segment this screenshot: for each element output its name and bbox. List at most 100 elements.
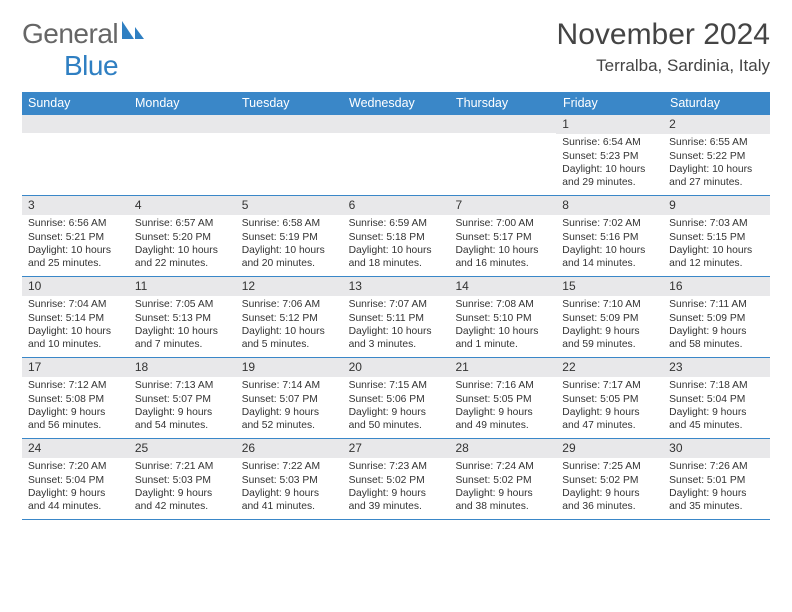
week-row: 17Sunrise: 7:12 AMSunset: 5:08 PMDayligh… bbox=[22, 357, 770, 438]
daylight-text-2: and 42 minutes. bbox=[135, 500, 230, 513]
daylight-text-2: and 47 minutes. bbox=[562, 419, 657, 432]
daylight-text-1: Daylight: 10 hours bbox=[135, 244, 230, 257]
day-cell: 19Sunrise: 7:14 AMSunset: 5:07 PMDayligh… bbox=[236, 358, 343, 438]
day-number: 6 bbox=[343, 196, 450, 215]
daylight-text-1: Daylight: 9 hours bbox=[669, 325, 764, 338]
sunrise-text: Sunrise: 7:20 AM bbox=[28, 460, 123, 473]
day-details: Sunrise: 7:26 AMSunset: 5:01 PMDaylight:… bbox=[663, 458, 770, 517]
day-cell bbox=[449, 115, 556, 195]
sunrise-text: Sunrise: 6:56 AM bbox=[28, 217, 123, 230]
day-number: 29 bbox=[556, 439, 663, 458]
sunset-text: Sunset: 5:07 PM bbox=[242, 393, 337, 406]
daylight-text-1: Daylight: 9 hours bbox=[455, 406, 550, 419]
daylight-text-2: and 29 minutes. bbox=[562, 176, 657, 189]
day-details: Sunrise: 7:18 AMSunset: 5:04 PMDaylight:… bbox=[663, 377, 770, 436]
daylight-text-1: Daylight: 10 hours bbox=[28, 325, 123, 338]
day-details: Sunrise: 6:54 AMSunset: 5:23 PMDaylight:… bbox=[556, 134, 663, 193]
day-cell bbox=[343, 115, 450, 195]
day-number: 19 bbox=[236, 358, 343, 377]
day-cell: 10Sunrise: 7:04 AMSunset: 5:14 PMDayligh… bbox=[22, 277, 129, 357]
sunrise-text: Sunrise: 6:55 AM bbox=[669, 136, 764, 149]
day-number: 7 bbox=[449, 196, 556, 215]
calendar: Sunday Monday Tuesday Wednesday Thursday… bbox=[22, 92, 770, 520]
daylight-text-1: Daylight: 10 hours bbox=[669, 244, 764, 257]
week-row: 24Sunrise: 7:20 AMSunset: 5:04 PMDayligh… bbox=[22, 438, 770, 520]
daylight-text-1: Daylight: 9 hours bbox=[242, 406, 337, 419]
day-number: 18 bbox=[129, 358, 236, 377]
day-details: Sunrise: 7:21 AMSunset: 5:03 PMDaylight:… bbox=[129, 458, 236, 517]
sunset-text: Sunset: 5:04 PM bbox=[669, 393, 764, 406]
day-cell: 23Sunrise: 7:18 AMSunset: 5:04 PMDayligh… bbox=[663, 358, 770, 438]
daylight-text-2: and 20 minutes. bbox=[242, 257, 337, 270]
daylight-text-2: and 36 minutes. bbox=[562, 500, 657, 513]
day-number: 20 bbox=[343, 358, 450, 377]
day-number bbox=[343, 115, 450, 133]
day-details: Sunrise: 7:15 AMSunset: 5:06 PMDaylight:… bbox=[343, 377, 450, 436]
day-details: Sunrise: 6:58 AMSunset: 5:19 PMDaylight:… bbox=[236, 215, 343, 274]
daylight-text-2: and 35 minutes. bbox=[669, 500, 764, 513]
day-details: Sunrise: 7:11 AMSunset: 5:09 PMDaylight:… bbox=[663, 296, 770, 355]
month-year: November 2024 bbox=[557, 18, 770, 52]
sunrise-text: Sunrise: 7:07 AM bbox=[349, 298, 444, 311]
day-cell: 9Sunrise: 7:03 AMSunset: 5:15 PMDaylight… bbox=[663, 196, 770, 276]
sunset-text: Sunset: 5:21 PM bbox=[28, 231, 123, 244]
daylight-text-2: and 41 minutes. bbox=[242, 500, 337, 513]
daylight-text-1: Daylight: 10 hours bbox=[135, 325, 230, 338]
daylight-text-1: Daylight: 10 hours bbox=[562, 163, 657, 176]
sunrise-text: Sunrise: 7:02 AM bbox=[562, 217, 657, 230]
sunrise-text: Sunrise: 7:24 AM bbox=[455, 460, 550, 473]
daylight-text-2: and 3 minutes. bbox=[349, 338, 444, 351]
day-details: Sunrise: 6:55 AMSunset: 5:22 PMDaylight:… bbox=[663, 134, 770, 193]
day-details: Sunrise: 7:07 AMSunset: 5:11 PMDaylight:… bbox=[343, 296, 450, 355]
dow-sunday: Sunday bbox=[22, 92, 129, 114]
day-cell: 17Sunrise: 7:12 AMSunset: 5:08 PMDayligh… bbox=[22, 358, 129, 438]
day-number: 16 bbox=[663, 277, 770, 296]
sunrise-text: Sunrise: 7:04 AM bbox=[28, 298, 123, 311]
day-number: 11 bbox=[129, 277, 236, 296]
daylight-text-2: and 7 minutes. bbox=[135, 338, 230, 351]
sunrise-text: Sunrise: 7:13 AM bbox=[135, 379, 230, 392]
day-details: Sunrise: 7:14 AMSunset: 5:07 PMDaylight:… bbox=[236, 377, 343, 436]
sail-icon bbox=[120, 19, 146, 41]
day-number: 10 bbox=[22, 277, 129, 296]
sunset-text: Sunset: 5:09 PM bbox=[669, 312, 764, 325]
daylight-text-1: Daylight: 10 hours bbox=[455, 325, 550, 338]
week-row: 1Sunrise: 6:54 AMSunset: 5:23 PMDaylight… bbox=[22, 114, 770, 195]
day-details: Sunrise: 7:13 AMSunset: 5:07 PMDaylight:… bbox=[129, 377, 236, 436]
weeks-container: 1Sunrise: 6:54 AMSunset: 5:23 PMDaylight… bbox=[22, 114, 770, 520]
day-cell: 13Sunrise: 7:07 AMSunset: 5:11 PMDayligh… bbox=[343, 277, 450, 357]
day-number: 27 bbox=[343, 439, 450, 458]
day-cell bbox=[22, 115, 129, 195]
daylight-text-1: Daylight: 9 hours bbox=[349, 406, 444, 419]
day-cell: 24Sunrise: 7:20 AMSunset: 5:04 PMDayligh… bbox=[22, 439, 129, 519]
day-details bbox=[449, 133, 556, 183]
sunset-text: Sunset: 5:16 PM bbox=[562, 231, 657, 244]
daylight-text-2: and 50 minutes. bbox=[349, 419, 444, 432]
dow-friday: Friday bbox=[557, 92, 664, 114]
day-details: Sunrise: 7:03 AMSunset: 5:15 PMDaylight:… bbox=[663, 215, 770, 274]
day-details: Sunrise: 7:16 AMSunset: 5:05 PMDaylight:… bbox=[449, 377, 556, 436]
daylight-text-2: and 22 minutes. bbox=[135, 257, 230, 270]
day-number: 21 bbox=[449, 358, 556, 377]
day-cell: 5Sunrise: 6:58 AMSunset: 5:19 PMDaylight… bbox=[236, 196, 343, 276]
sunset-text: Sunset: 5:08 PM bbox=[28, 393, 123, 406]
day-cell: 18Sunrise: 7:13 AMSunset: 5:07 PMDayligh… bbox=[129, 358, 236, 438]
daylight-text-2: and 12 minutes. bbox=[669, 257, 764, 270]
sunrise-text: Sunrise: 7:03 AM bbox=[669, 217, 764, 230]
daylight-text-2: and 39 minutes. bbox=[349, 500, 444, 513]
day-number: 14 bbox=[449, 277, 556, 296]
day-of-week-header: Sunday Monday Tuesday Wednesday Thursday… bbox=[22, 92, 770, 114]
sunrise-text: Sunrise: 7:15 AM bbox=[349, 379, 444, 392]
day-number: 25 bbox=[129, 439, 236, 458]
sunset-text: Sunset: 5:03 PM bbox=[135, 474, 230, 487]
day-cell: 22Sunrise: 7:17 AMSunset: 5:05 PMDayligh… bbox=[556, 358, 663, 438]
daylight-text-1: Daylight: 10 hours bbox=[455, 244, 550, 257]
day-number: 12 bbox=[236, 277, 343, 296]
day-cell: 12Sunrise: 7:06 AMSunset: 5:12 PMDayligh… bbox=[236, 277, 343, 357]
day-details: Sunrise: 7:23 AMSunset: 5:02 PMDaylight:… bbox=[343, 458, 450, 517]
brand-part1: General bbox=[22, 18, 118, 49]
sunrise-text: Sunrise: 7:11 AM bbox=[669, 298, 764, 311]
sunset-text: Sunset: 5:12 PM bbox=[242, 312, 337, 325]
sunrise-text: Sunrise: 7:00 AM bbox=[455, 217, 550, 230]
daylight-text-1: Daylight: 9 hours bbox=[455, 487, 550, 500]
